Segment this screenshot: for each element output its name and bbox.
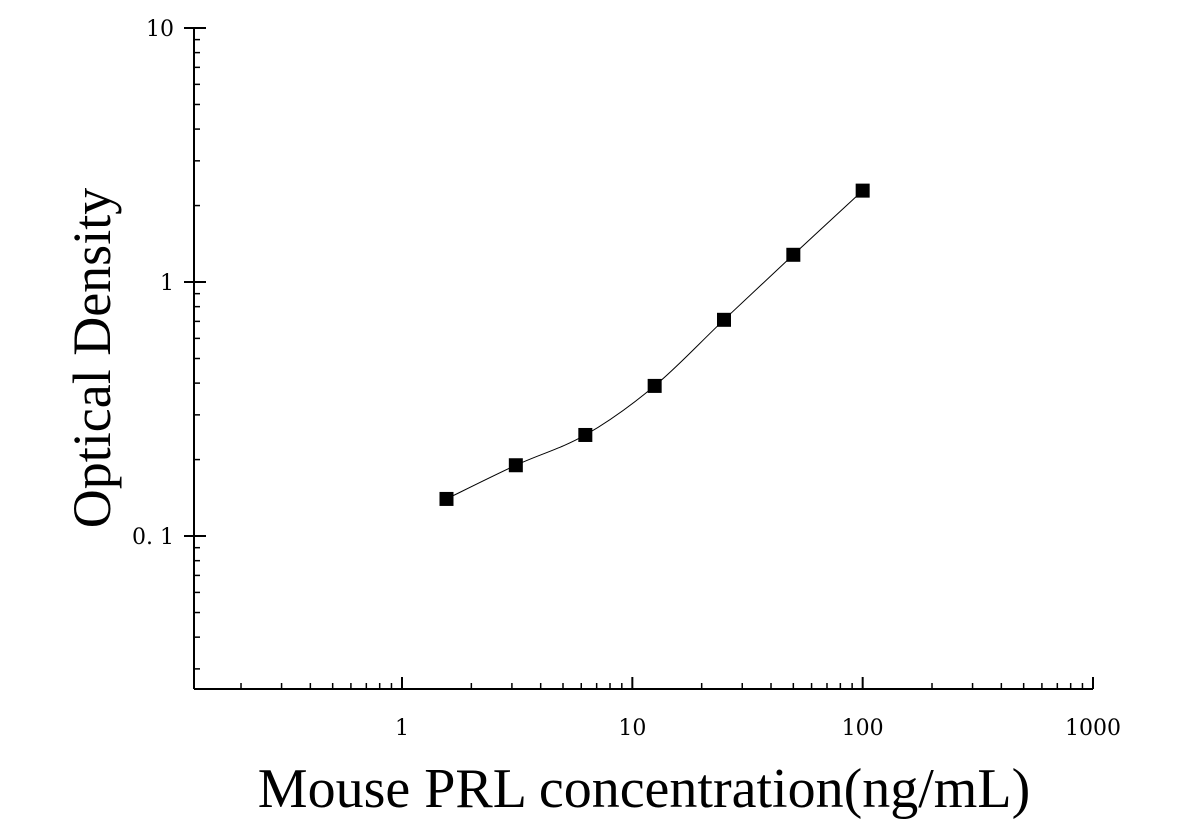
y-tick-label: 1	[160, 271, 174, 296]
x-tick-label: 1000	[1065, 716, 1121, 741]
x-tick-label: 10	[618, 716, 646, 741]
y-tick-label: 10	[146, 17, 174, 42]
fit-curve	[446, 190, 864, 500]
data-point	[508, 458, 523, 473]
x-tick-label: 1	[395, 716, 409, 741]
ticks	[184, 27, 1094, 689]
y-tick-label: 0. 1	[132, 525, 174, 550]
tick-labels: 1 10 100 1000 0. 1 1 10	[132, 17, 1121, 741]
data-point	[439, 491, 454, 506]
data-point	[786, 247, 801, 262]
y-axis-title: Optical Density	[62, 188, 122, 528]
data-point	[855, 183, 870, 198]
data-point	[716, 312, 731, 327]
data-point	[578, 427, 593, 442]
data-point	[647, 378, 662, 393]
data-points	[439, 183, 870, 506]
x-axis-title: Mouse PRL concentration(ng/mL)	[258, 758, 1030, 820]
x-tick-label: 100	[842, 716, 884, 741]
axes	[193, 28, 1093, 690]
